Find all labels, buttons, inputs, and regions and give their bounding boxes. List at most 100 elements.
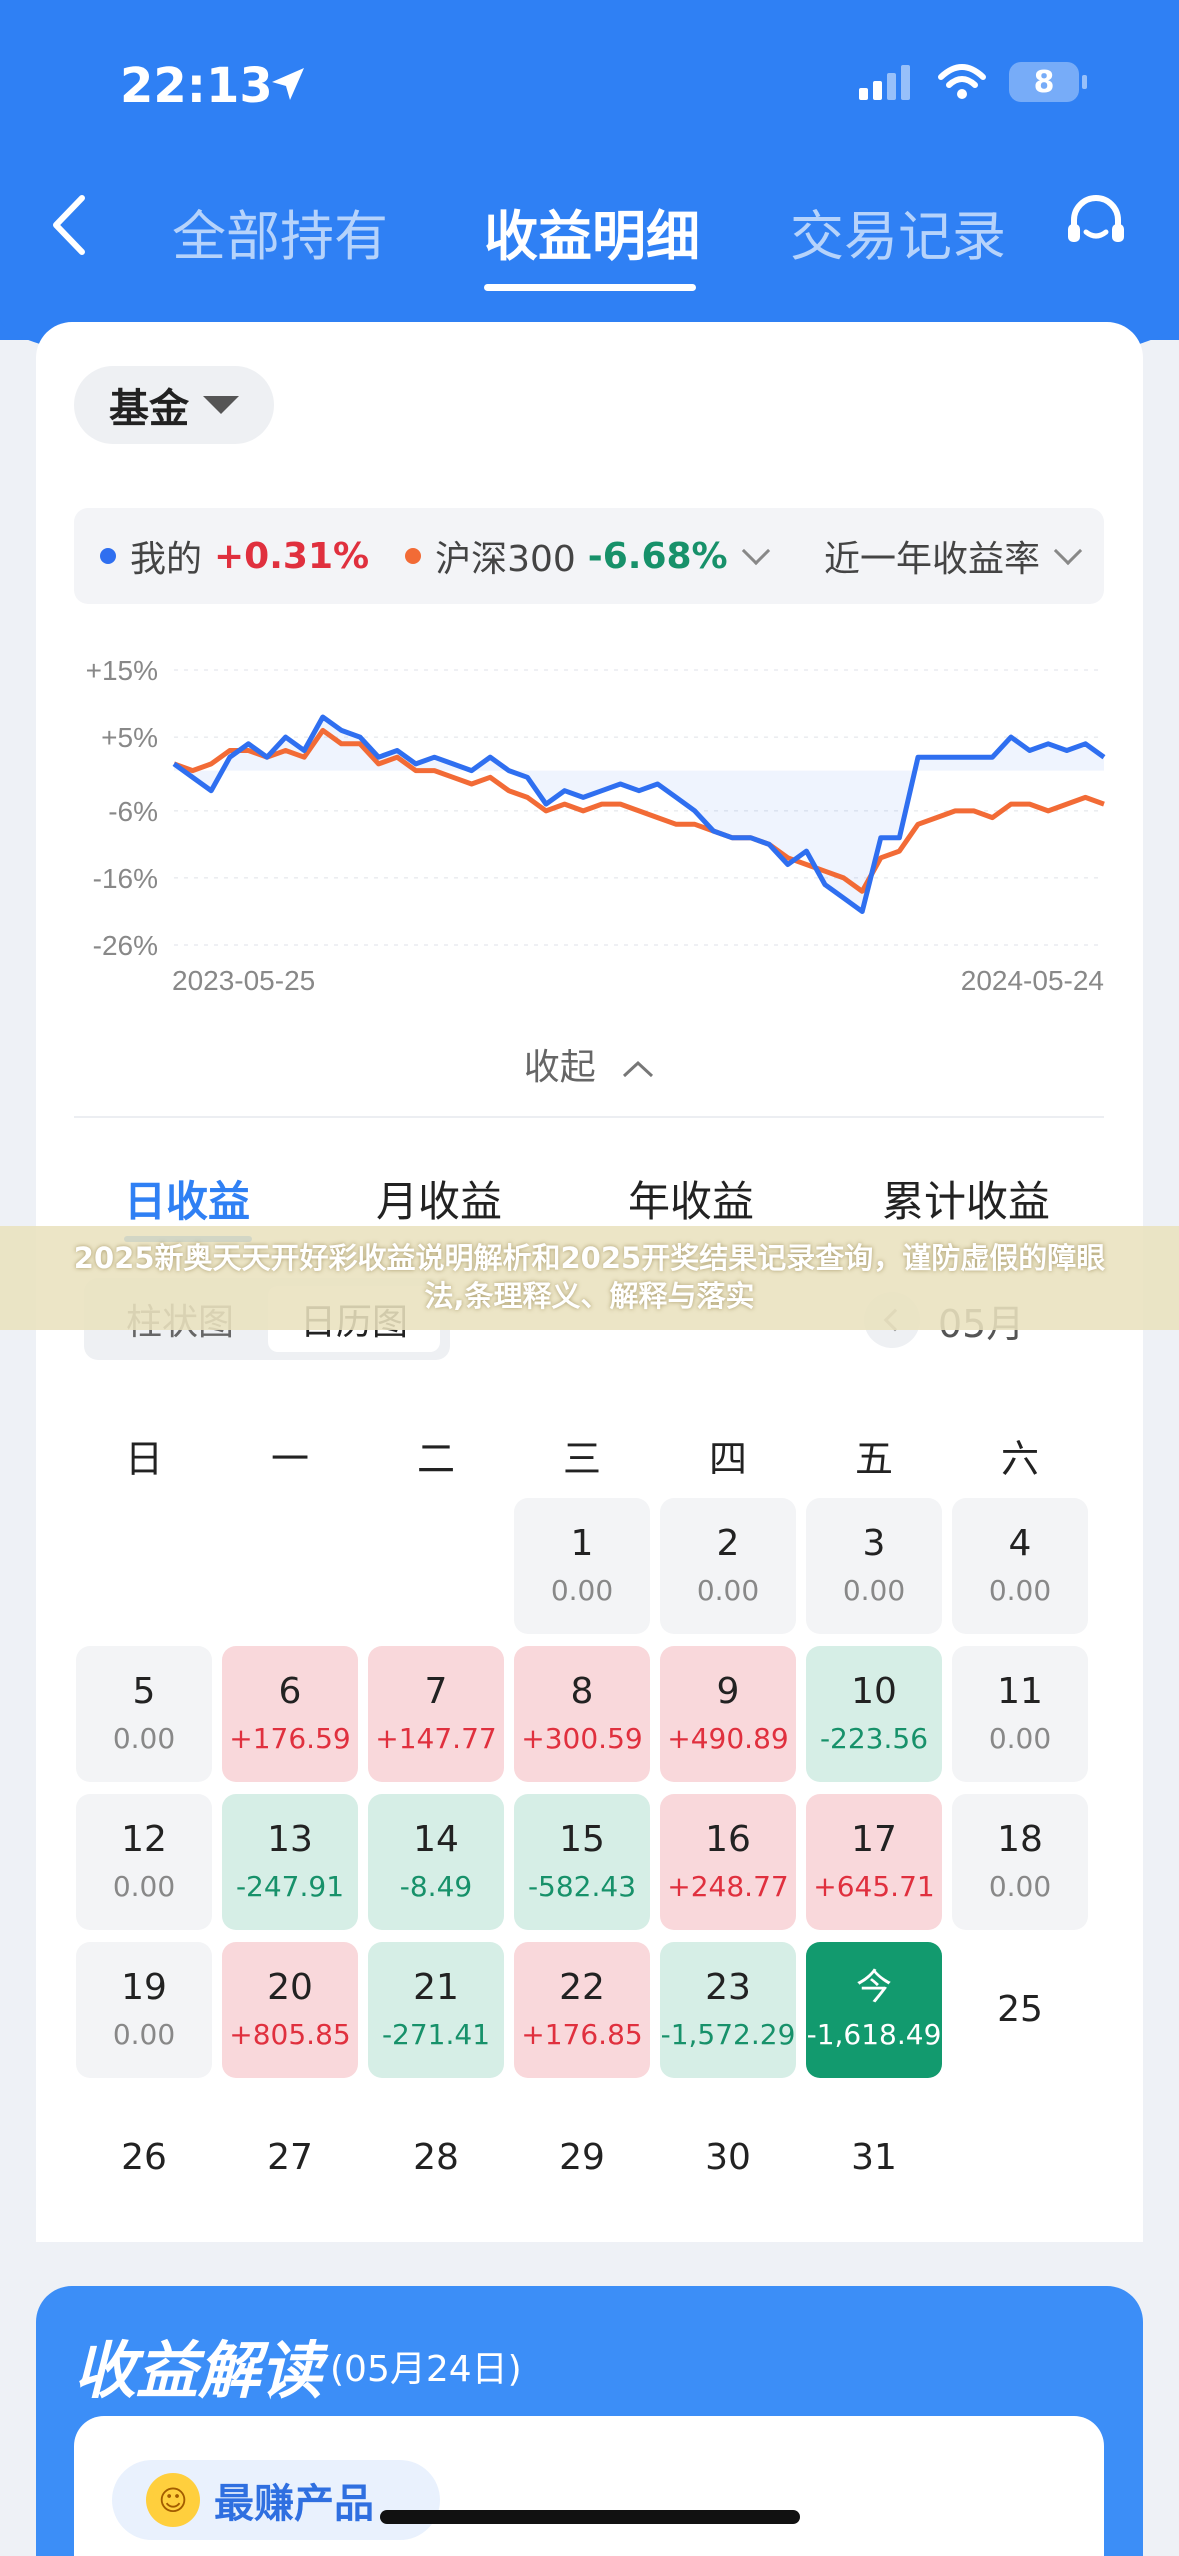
- y-tick-label: -26%: [93, 930, 158, 961]
- calendar-day[interactable]: 31: [806, 2090, 942, 2226]
- day-number: 20: [267, 1966, 313, 2008]
- tab-yearly-earnings[interactable]: 年收益: [628, 1177, 755, 1226]
- period-label: 近一年收益率: [823, 539, 1040, 580]
- day-number: 12: [121, 1818, 167, 1860]
- calendar-day[interactable]: 26: [76, 2090, 212, 2226]
- day-earnings: +176.85: [521, 2018, 643, 2051]
- day-number: 5: [132, 1670, 156, 1712]
- day-earnings: +300.59: [521, 1722, 643, 1755]
- day-earnings: 0.00: [988, 1722, 1052, 1755]
- product-type-dropdown[interactable]: 基金: [74, 366, 274, 444]
- y-tick-label: +5%: [101, 722, 158, 753]
- day-number: 1: [570, 1522, 594, 1564]
- caret-down-icon: [203, 396, 239, 414]
- tab-cumulative-earnings[interactable]: 累计收益: [882, 1177, 1051, 1226]
- day-number: 13: [267, 1818, 313, 1860]
- x-tick-label: 2024-05-24: [961, 965, 1104, 996]
- calendar-day[interactable]: 28: [368, 2090, 504, 2226]
- mine-return: +0.31%: [214, 535, 370, 577]
- calendar-day[interactable]: 5 0.00: [76, 1646, 212, 1782]
- back-arrow-icon[interactable]: [44, 190, 94, 260]
- calendar-day[interactable]: 16 +248.77: [660, 1794, 796, 1930]
- calendar-day[interactable]: 6 +176.59: [222, 1646, 358, 1782]
- calendar-day[interactable]: 14 -8.49: [368, 1794, 504, 1930]
- day-earnings: -247.91: [235, 1870, 345, 1903]
- best-product-tag[interactable]: ☺ 最赚产品: [112, 2460, 440, 2540]
- calendar-day[interactable]: 25: [952, 1942, 1088, 2078]
- home-indicator[interactable]: [380, 2510, 800, 2524]
- day-number: 15: [559, 1818, 605, 1860]
- weekday-header: 六: [1000, 1437, 1039, 1481]
- chevron-down-icon[interactable]: [741, 536, 770, 566]
- calendar-day[interactable]: 27: [222, 2090, 358, 2226]
- index-dot-icon: [405, 548, 422, 564]
- weekday-header: 一: [270, 1437, 309, 1481]
- day-number: 4: [1008, 1522, 1032, 1564]
- day-earnings: -582.43: [527, 1870, 637, 1903]
- day-number: 23: [705, 1966, 751, 2008]
- calendar-day[interactable]: 13 -247.91: [222, 1794, 358, 1930]
- index-return: -6.68%: [587, 535, 728, 577]
- day-earnings: +147.77: [375, 1722, 497, 1755]
- day-number: 19: [121, 1966, 167, 2008]
- collapse-toggle[interactable]: 收起: [0, 1038, 1179, 1090]
- calendar-day[interactable]: 4 0.00: [952, 1498, 1088, 1634]
- series-line-index: [173, 727, 1105, 894]
- calendar-day[interactable]: 22 +176.85: [514, 1942, 650, 2078]
- day-number: 9: [716, 1670, 740, 1712]
- location-arrow-icon: [272, 68, 304, 100]
- day-earnings: +176.59: [229, 1722, 351, 1755]
- series-line-mine: [172, 714, 1106, 914]
- day-number: 8: [570, 1670, 594, 1712]
- calendar-day[interactable]: 23 -1,572.29: [660, 1942, 796, 2078]
- customer-service-icon[interactable]: [1060, 188, 1132, 260]
- tab-monthly-earnings[interactable]: 月收益: [376, 1177, 503, 1226]
- collapse-label: 收起: [523, 1047, 596, 1088]
- calendar-day[interactable]: 30: [660, 2090, 796, 2226]
- calendar-day[interactable]: 2 0.00: [660, 1498, 796, 1634]
- watermark-text: 2025新奥天天开好彩收益说明解析和2025开奖结果记录查询，谨防虚假的障眼法,…: [73, 1241, 1106, 1313]
- calendar-day[interactable]: 20 +805.85: [222, 1942, 358, 2078]
- calendar-day[interactable]: 7 +147.77: [368, 1646, 504, 1782]
- happy-face-icon: ☺: [146, 2473, 200, 2527]
- returns-line-chart[interactable]: +15% +5% -6% -16% -26% 2023-05-25 2024-05-24: [60, 640, 1120, 1000]
- calendar-day[interactable]: 9 +490.89: [660, 1646, 796, 1782]
- tab-earnings-detail[interactable]: 收益明细: [484, 205, 700, 268]
- calendar-day[interactable]: 10 -223.56: [806, 1646, 942, 1782]
- weekday-header: 二: [416, 1437, 455, 1481]
- insight-title: 收益解读: [74, 2334, 323, 2407]
- day-earnings: -1,572.29: [660, 2018, 796, 2051]
- calendar-day[interactable]: 12 0.00: [76, 1794, 212, 1930]
- wifi-icon: [938, 64, 986, 99]
- calendar-day[interactable]: 17 +645.71: [806, 1794, 942, 1930]
- index-selector[interactable]: 沪深300: [435, 539, 576, 580]
- calendar-day[interactable]: 18 0.00: [952, 1794, 1088, 1930]
- period-selector[interactable]: 近一年收益率: [823, 530, 1083, 582]
- day-earnings: 0.00: [550, 1574, 614, 1607]
- calendar-day[interactable]: 1 0.00: [514, 1498, 650, 1634]
- calendar-day[interactable]: 11 0.00: [952, 1646, 1088, 1782]
- mine-label: 我的: [130, 539, 203, 580]
- day-earnings: +805.85: [229, 2018, 351, 2051]
- tab-daily-earnings[interactable]: 日收益: [124, 1177, 251, 1226]
- calendar-day[interactable]: 3 0.00: [806, 1498, 942, 1634]
- day-number: 6: [278, 1670, 302, 1712]
- x-tick-label: 2023-05-25: [172, 965, 315, 996]
- calendar-day[interactable]: 8 +300.59: [514, 1646, 650, 1782]
- calendar-day[interactable]: 29: [514, 2090, 650, 2226]
- day-earnings: 0.00: [696, 1574, 760, 1607]
- day-number: 3: [862, 1522, 886, 1564]
- calendar-day[interactable]: 21 -271.41: [368, 1942, 504, 2078]
- calendar-day[interactable]: 19 0.00: [76, 1942, 212, 2078]
- calendar-day-today[interactable]: 今 -1,618.49: [806, 1942, 942, 2078]
- tab-all-holdings[interactable]: 全部持有: [172, 205, 388, 268]
- day-number: 2: [716, 1522, 740, 1564]
- insight-date: (05月24日): [330, 2349, 522, 2390]
- day-number: 11: [997, 1670, 1043, 1712]
- calendar-day[interactable]: 15 -582.43: [514, 1794, 650, 1930]
- y-tick-label: +15%: [86, 655, 158, 686]
- tab-transactions[interactable]: 交易记录: [790, 205, 1006, 268]
- header-background: [0, 0, 1179, 340]
- day-earnings: 0.00: [112, 1722, 176, 1755]
- day-number: 30: [705, 2137, 751, 2179]
